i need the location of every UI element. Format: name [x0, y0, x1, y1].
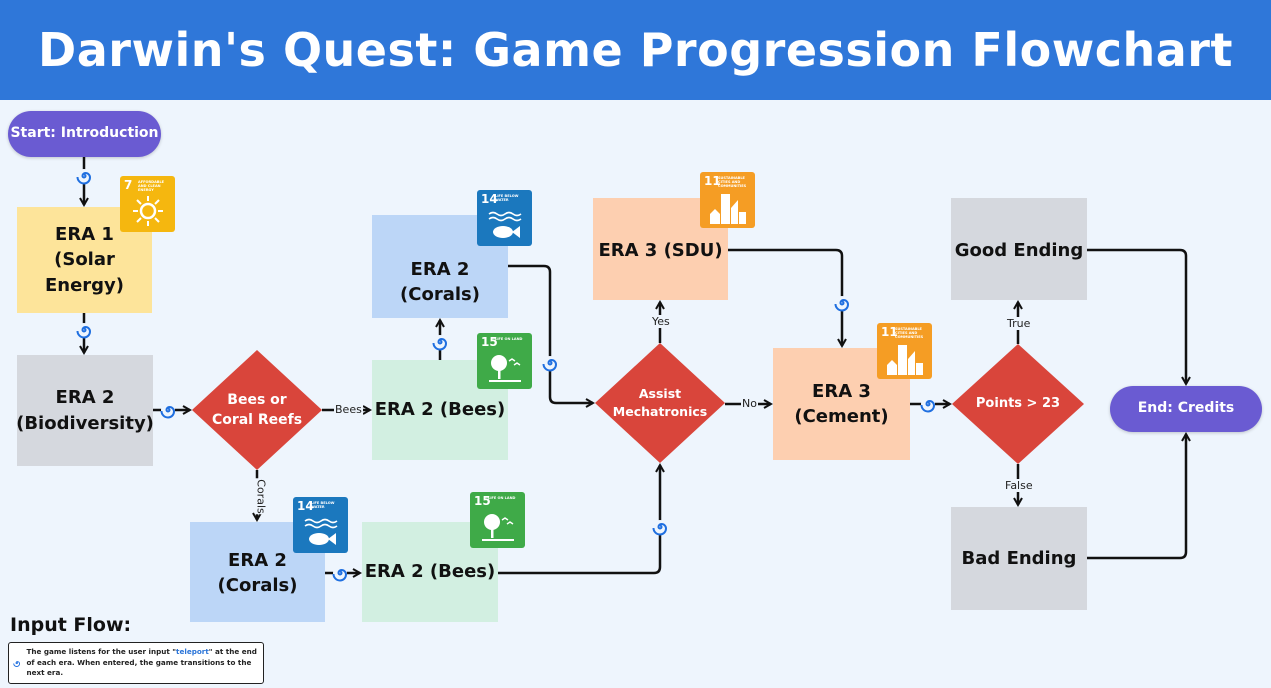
edge-label-no: No: [741, 397, 758, 410]
sdg-number: 14: [297, 499, 314, 513]
page-title: Darwin's Quest: Game Progression Flowcha…: [38, 23, 1233, 77]
start-node[interactable]: Start: Introduction: [8, 111, 161, 157]
connector-arrow: [498, 465, 660, 575]
fish-icon: [304, 518, 338, 545]
decision-label: Bees or Coral Reefs: [211, 391, 303, 428]
city-icon: [710, 194, 746, 224]
connector-arrow: [1087, 434, 1186, 560]
legend-keyword: teleport: [176, 647, 209, 657]
points-decision[interactable]: Points > 23: [952, 344, 1084, 464]
edge-label-true: True: [1006, 317, 1032, 330]
sdg-label: SUSTAINABLE CITIES AND COMMUNITIES: [895, 327, 924, 340]
sdg14-badge: 14 LIFE BELOW WATER: [293, 497, 348, 553]
decision-label: Points > 23: [975, 395, 1061, 411]
bees-or-coral-decision[interactable]: Bees or Coral Reefs: [192, 350, 322, 470]
spiral-icon: [542, 356, 558, 372]
spiral-icon: [160, 403, 176, 419]
edge-label-false: False: [1004, 479, 1034, 492]
bad-ending-node[interactable]: Bad Ending: [951, 507, 1087, 610]
sdg15-badge: 15 LIFE ON LAND: [470, 492, 525, 548]
legend-title: Input Flow:: [10, 614, 132, 636]
sdg-number: 7: [124, 178, 133, 192]
sdg-label: SUSTAINABLE CITIES AND COMMUNITIES: [718, 176, 747, 189]
header-bar: Darwin's Quest: Game Progression Flowcha…: [0, 0, 1271, 100]
legend-text-part: " at the end of each era. When entered, …: [26, 647, 257, 678]
connector-arrow: [508, 264, 593, 403]
sdg-number: 15: [474, 494, 491, 508]
spiral-icon: [920, 397, 936, 413]
legend-box: The game listens for the user input "tel…: [8, 642, 264, 684]
tree-icon: [489, 355, 521, 382]
sdg-number: 15: [481, 335, 498, 349]
sdg-number: 11: [881, 325, 898, 339]
sdg11-badge: 11 SUSTAINABLE CITIES AND COMMUNITIES: [700, 172, 755, 228]
sdg7-badge: 7 AFFORDABLE AND CLEAN ENERGY: [120, 176, 175, 232]
spiral-icon: [652, 520, 668, 536]
spiral-icon: [834, 296, 850, 312]
good-ending-node[interactable]: Good Ending: [951, 198, 1087, 300]
diamond-shape: [192, 350, 322, 470]
assist-mechatronics-decision[interactable]: Assist Mechatronics: [595, 343, 725, 463]
diamond-shape: [595, 343, 725, 463]
spiral-icon: [432, 335, 448, 351]
connector-arrow: [1087, 248, 1186, 384]
sdg-number: 11: [704, 174, 721, 188]
sdg11-badge: 11 SUSTAINABLE CITIES AND COMMUNITIES: [877, 323, 932, 379]
spiral-icon: [76, 169, 92, 185]
sdg15-badge: 15 LIFE ON LAND: [477, 333, 532, 389]
decision-label: Assist Mechatronics: [612, 385, 708, 419]
edge-label-corals: Corals: [254, 478, 268, 515]
sdg-label: LIFE ON LAND: [495, 337, 523, 341]
connector-arrow: [728, 248, 842, 346]
edge-label-yes: Yes: [651, 315, 671, 328]
era2-biodiversity-node[interactable]: ERA 2 (Biodiversity): [16, 355, 154, 466]
edge-label-bees: Bees: [334, 403, 363, 416]
sdg-label: AFFORDABLE AND CLEAN ENERGY: [138, 180, 165, 193]
sun-icon: [133, 196, 163, 226]
sdg-label: LIFE ON LAND: [488, 496, 516, 500]
diamond-shape: [952, 344, 1084, 464]
city-icon: [887, 345, 923, 375]
fish-icon: [488, 211, 522, 238]
spiral-icon: [76, 323, 92, 339]
sdg-label: LIFE BELOW WATER: [495, 194, 519, 203]
spiral-icon: [13, 661, 21, 667]
legend-text-part: The game listens for the user input ": [26, 647, 177, 657]
tree-icon: [482, 514, 514, 541]
end-node[interactable]: End: Credits: [1110, 386, 1262, 432]
legend-text: The game listens for the user input "tel…: [26, 647, 259, 678]
spiral-icon: [332, 566, 348, 582]
sdg-label: LIFE BELOW WATER: [311, 501, 335, 510]
sdg-number: 14: [481, 192, 498, 206]
sdg14-badge: 14 LIFE BELOW WATER: [477, 190, 532, 246]
